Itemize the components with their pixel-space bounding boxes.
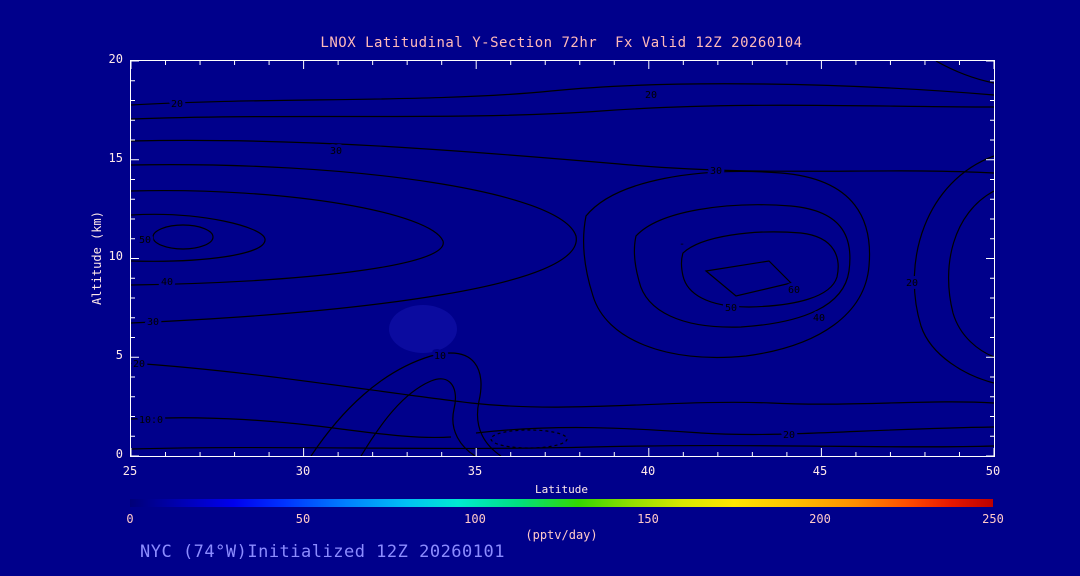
x-tick-label: 45 [812,464,828,478]
contour-label: 10 [434,351,446,362]
contour-label: 20 [906,278,918,289]
contour-label: 20 [645,90,657,101]
x-tick-label: 25 [122,464,138,478]
axis-ticks [131,61,994,456]
contour-label: 60 [788,285,800,296]
contour-svg: 20 20 30 50 40 30 20 10.0 10 20 30 40 50… [131,61,994,456]
plot-title: LNOX Latitudinal Y-Section 72hr Fx Valid… [320,35,803,51]
contour-label: 20 [171,99,183,110]
y-tick-label: 0 [115,447,123,461]
plot-area: 20 20 30 50 40 30 20 10.0 10 20 30 40 50… [130,60,995,457]
contour-label: 30 [147,317,159,328]
contour-label: 20 [133,359,145,370]
init-annotation: NYC (74°W)Initialized 12Z 20260101 [140,542,505,562]
colorbar-tick-label: 150 [637,512,659,526]
colorbar-tick-label: 100 [464,512,486,526]
x-axis-label: Latitude [535,483,588,496]
x-tick-label: 35 [467,464,483,478]
y-tick-label: 5 [115,348,123,362]
contour-value-labels: 20 20 30 50 40 30 20 10.0 10 20 30 40 50… [131,87,921,444]
contour-label: 40 [161,277,173,288]
contour-label: 20 [783,430,795,441]
x-tick-label: 30 [295,464,311,478]
colorbar-tick-label: 200 [809,512,831,526]
colorbar-gradient [130,499,993,507]
contour-label: 10.0 [139,415,163,426]
contour-label: 50 [139,235,151,246]
contour-label: 30 [330,146,342,157]
colorbar-tick-label: 250 [982,512,1004,526]
contour-lines [131,61,994,456]
contour-minimum-marker: - [679,239,685,250]
colorbar-tick-label: 50 [295,512,311,526]
y-tick-label: 20 [108,52,123,66]
contour-label: 30 [710,166,722,177]
y-tick-label: 15 [108,151,123,165]
contour-label: 50 [725,303,737,314]
colorbar-unit-label: (pptv/day) [525,528,598,542]
y-tick-label: 10 [108,249,123,263]
lighter-fill-region [389,305,457,353]
contour-label: 40 [813,313,825,324]
x-tick-label: 40 [640,464,656,478]
x-tick-label: 50 [985,464,1001,478]
colorbar-tick-label: 0 [126,512,134,526]
